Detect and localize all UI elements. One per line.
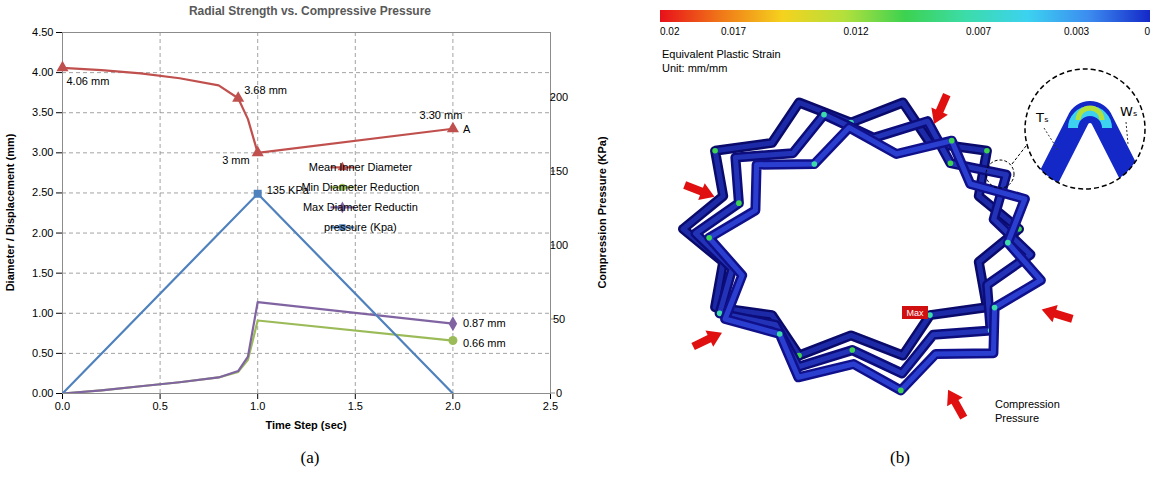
svg-text:0.02: 0.02	[660, 26, 680, 37]
html-text:(a): (a)	[300, 448, 320, 467]
svg-text:A: A	[463, 123, 471, 135]
html-text:Radial Strength vs. Compressiv: Radial Strength vs. Compressive Pressure	[188, 4, 431, 18]
svg-text:Tₛ: Tₛ	[1035, 110, 1049, 125]
svg-text:Time Step (sec): Time Step (sec)	[265, 419, 346, 431]
svg-text:3 mm: 3 mm	[222, 154, 250, 166]
svg-text:4.00: 4.00	[32, 66, 53, 78]
svg-text:0.003: 0.003	[1064, 26, 1089, 37]
svg-text:3.30 mm: 3.30 mm	[420, 109, 463, 121]
svg-text:0.007: 0.007	[966, 26, 991, 37]
svg-text:4.06 mm: 4.06 mm	[67, 75, 110, 87]
svg-text:0.00: 0.00	[32, 387, 53, 399]
svg-text:Mean Inner Diameter: Mean Inner Diameter	[309, 161, 413, 173]
svg-text:0.87 mm: 0.87 mm	[463, 317, 506, 329]
svg-text:135 KPa: 135 KPa	[266, 184, 309, 197]
svg-text:Diameter / Displacement (mm): Diameter / Displacement (mm)	[4, 133, 16, 291]
svg-text:3.00: 3.00	[32, 146, 53, 158]
svg-text:Min Diameter Reduction: Min Diameter Reduction	[301, 181, 419, 193]
svg-text:Max: Max	[906, 308, 924, 318]
svg-text:CompressionPressure: CompressionPressure	[995, 398, 1060, 424]
svg-text:Wₛ: Wₛ	[1120, 104, 1138, 119]
svg-text:0.012: 0.012	[843, 26, 868, 37]
svg-text:200: 200	[550, 91, 568, 103]
svg-text:pressure (Kpa): pressure (Kpa)	[324, 221, 397, 233]
svg-text:1.0: 1.0	[250, 400, 265, 412]
svg-text:2.00: 2.00	[32, 227, 53, 239]
svg-text:Unit: mm/mm: Unit: mm/mm	[662, 62, 727, 74]
svg-text:0.5: 0.5	[152, 400, 167, 412]
svg-text:1.50: 1.50	[32, 267, 53, 279]
svg-text:1.00: 1.00	[32, 307, 53, 319]
svg-text:50: 50	[553, 313, 565, 325]
svg-text:1.5: 1.5	[348, 400, 363, 412]
svg-text:2.5: 2.5	[543, 400, 558, 412]
svg-text:0: 0	[1144, 26, 1150, 37]
svg-text:0.017: 0.017	[721, 26, 746, 37]
svg-text:0.0: 0.0	[55, 400, 70, 412]
svg-text:Equivalent Plastic Strain: Equivalent Plastic Strain	[662, 48, 781, 60]
svg-text:100: 100	[550, 239, 568, 251]
svg-text:0: 0	[556, 387, 562, 399]
svg-text:0.66 mm: 0.66 mm	[463, 337, 506, 349]
html-text:(b): (b)	[890, 448, 910, 467]
svg-text:2.50: 2.50	[32, 186, 53, 198]
svg-text:2.0: 2.0	[445, 400, 460, 412]
svg-text:Compression Pressure (KPa): Compression Pressure (KPa)	[596, 136, 608, 289]
svg-text:150: 150	[550, 165, 568, 177]
svg-text:4.50: 4.50	[32, 26, 53, 38]
svg-text:0.50: 0.50	[32, 347, 53, 359]
svg-text:3.68 mm: 3.68 mm	[244, 84, 287, 96]
svg-text:3.50: 3.50	[32, 106, 53, 118]
svg-text:Max Diameter Reductin: Max Diameter Reductin	[303, 201, 418, 213]
